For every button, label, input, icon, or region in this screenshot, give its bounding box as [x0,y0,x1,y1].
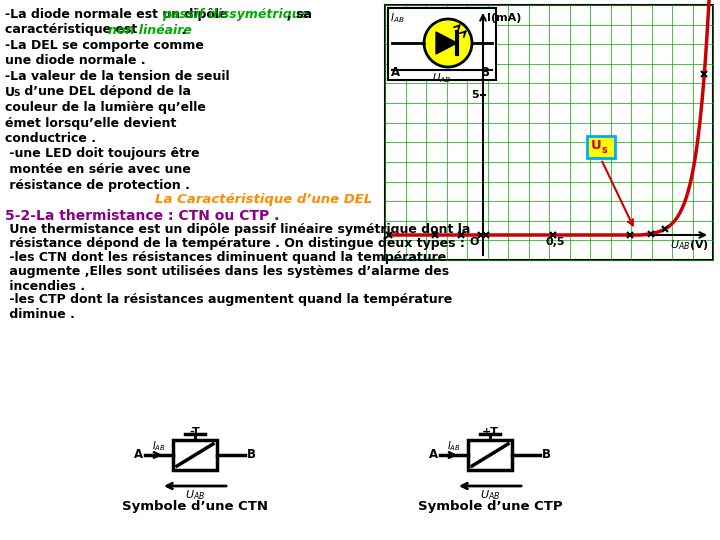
Text: incendies .: incendies . [5,280,85,293]
Text: La Caractéristique d’une DEL: La Caractéristique d’une DEL [155,192,372,206]
Text: -La valeur de la tension de seuil: -La valeur de la tension de seuil [5,70,230,83]
Text: résistance dépond de la température . On distingue deux types :: résistance dépond de la température . On… [5,238,465,251]
Text: diminue .: diminue . [5,307,75,321]
Text: $I_{AB}$: $I_{AB}$ [390,11,405,25]
Text: $U_{AB}$: $U_{AB}$ [480,488,500,502]
Text: une diode normale .: une diode normale . [5,55,145,68]
Text: B: B [542,449,551,462]
Text: $U_{AB}$: $U_{AB}$ [433,71,451,85]
Text: $I_{AB}$: $I_{AB}$ [447,439,461,453]
Text: 5: 5 [472,90,479,100]
Text: A: A [391,66,400,79]
Text: s: s [601,145,607,155]
Text: B: B [481,66,490,79]
Text: .: . [177,24,186,37]
Text: I(mA): I(mA) [487,13,521,23]
Text: $U_{AB}$(V): $U_{AB}$(V) [670,238,709,252]
Text: U: U [5,85,15,98]
Text: caractéristique est: caractéristique est [5,24,142,37]
Text: B: B [247,449,256,462]
Text: d’une DEL dépond de la: d’une DEL dépond de la [20,85,191,98]
Text: émet lorsqu’elle devient: émet lorsqu’elle devient [5,117,176,130]
Text: -les CTP dont la résistances augmentent quand la température: -les CTP dont la résistances augmentent … [5,294,452,307]
Text: $U_{AB}$: $U_{AB}$ [185,488,205,502]
Text: Symbole d’une CTP: Symbole d’une CTP [418,500,562,513]
Text: résistance de protection .: résistance de protection . [5,179,190,192]
Text: -La DEL se comporte comme: -La DEL se comporte comme [5,39,204,52]
Text: montée en série avec une: montée en série avec une [5,163,191,176]
Polygon shape [436,32,457,54]
Bar [468,440,512,470]
Text: -T: -T [189,427,200,437]
FancyBboxPatch shape [587,136,615,158]
Text: A: A [429,449,438,462]
Text: $I_{AB}$: $I_{AB}$ [152,439,166,453]
Bar [173,440,217,470]
Text: conductrice .: conductrice . [5,132,96,145]
Text: -les CTN dont les résistances diminuent quand la température: -les CTN dont les résistances diminuent … [5,252,446,265]
Bar [385,5,713,260]
Text: 0,5: 0,5 [545,237,564,247]
Text: S: S [13,89,19,98]
Text: , sa: , sa [287,8,312,21]
Text: augmente ,Elles sont utilisées dans les systèmes d’alarme des: augmente ,Elles sont utilisées dans les … [5,266,449,279]
Text: Une thermistance est un dipôle passif linéaire symétrique dont la: Une thermistance est un dipôle passif li… [5,224,470,237]
Text: +T: +T [482,427,498,437]
Circle shape [424,19,472,67]
Text: A: A [134,449,143,462]
Text: non linéaire: non linéaire [108,24,192,37]
Text: couleur de la lumière qu’elle: couleur de la lumière qu’elle [5,101,206,114]
Text: Symbole d’une CTN: Symbole d’une CTN [122,500,268,513]
Text: U: U [591,139,602,152]
Bar [388,8,496,80]
Text: passif dissymétrique: passif dissymétrique [162,8,309,21]
Text: -La diode normale est un dipôle: -La diode normale est un dipôle [5,8,232,21]
Text: 5-2-La thermistance : CTN ou CTP .: 5-2-La thermistance : CTN ou CTP . [5,208,279,222]
Text: -une LED doit toujours être: -une LED doit toujours être [5,147,199,160]
Text: O: O [469,237,479,247]
